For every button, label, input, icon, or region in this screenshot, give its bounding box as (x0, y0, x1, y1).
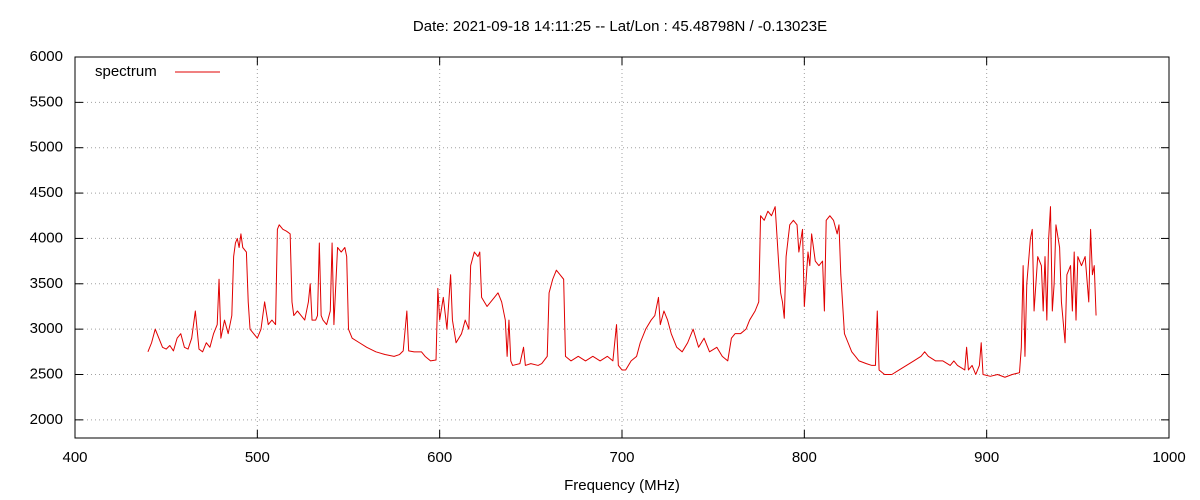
x-tick-label: 600 (427, 449, 452, 466)
legend-label: spectrum (95, 63, 157, 80)
y-tick-label: 3000 (30, 320, 63, 337)
x-tick-label: 800 (792, 449, 817, 466)
x-tick-label: 400 (62, 449, 87, 466)
y-tick-label: 2500 (30, 365, 63, 382)
x-tick-label: 900 (974, 449, 999, 466)
y-tick-label: 4500 (30, 184, 63, 201)
y-tick-label: 5000 (30, 139, 63, 156)
y-tick-label: 2000 (30, 411, 63, 428)
x-axis-label: Frequency (MHz) (564, 477, 680, 494)
y-tick-label: 6000 (30, 48, 63, 65)
x-tick-label: 1000 (1152, 449, 1185, 466)
x-tick-label: 500 (245, 449, 270, 466)
x-tick-label: 700 (609, 449, 634, 466)
data-line (147, 206, 1097, 378)
chart-title: Date: 2021-09-18 14:11:25 -- Lat/Lon : 4… (413, 18, 827, 35)
y-tick-label: 4000 (30, 229, 63, 246)
plot-border (74, 56, 1170, 439)
y-tick-label: 3500 (30, 275, 63, 292)
y-tick-label: 5500 (30, 93, 63, 110)
